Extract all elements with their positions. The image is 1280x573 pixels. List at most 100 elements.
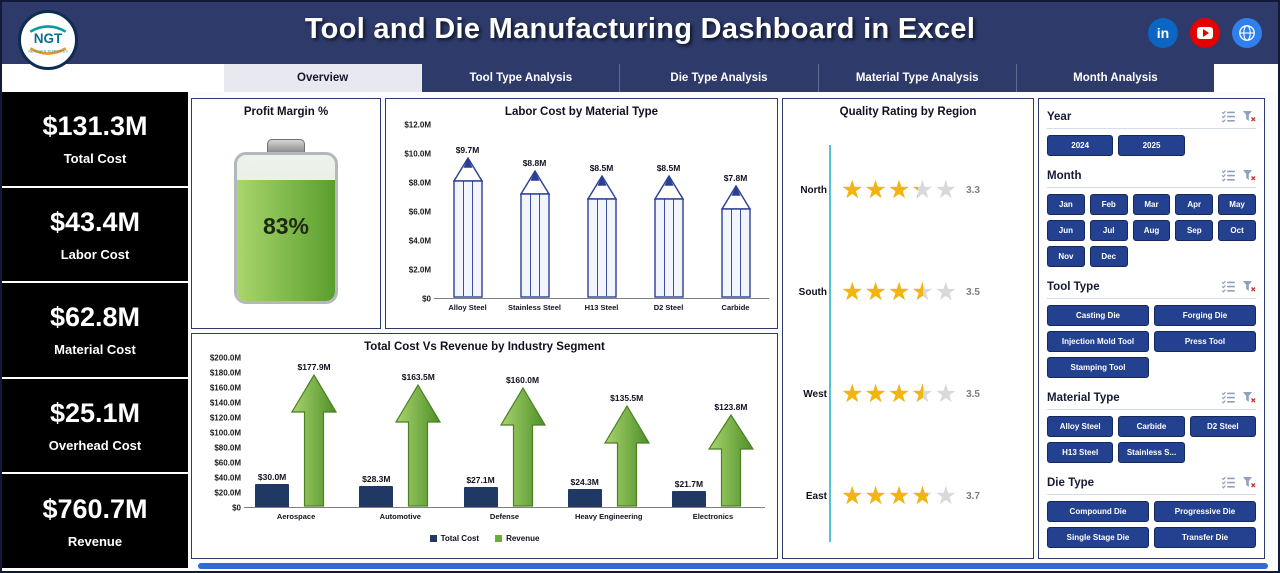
slicer-item-injection-mold-tool[interactable]: Injection Mold Tool xyxy=(1047,331,1149,352)
axis-tick-label: $40.0M xyxy=(214,473,241,483)
slicer-item-2024[interactable]: 2024 xyxy=(1047,135,1114,156)
clear-filter-icon[interactable] xyxy=(1242,169,1256,182)
clear-filter-icon[interactable] xyxy=(1242,476,1256,489)
slicer-items-year: 2024 2025 xyxy=(1047,135,1256,156)
slicer-item-jan[interactable]: Jan xyxy=(1047,194,1085,215)
slicer-item-2025[interactable]: 2025 xyxy=(1118,135,1185,156)
bar-data-label: $8.5M xyxy=(656,163,681,173)
dashboard-canvas: Profit Margin % 83% Labor Cost by Materi… xyxy=(188,92,1278,568)
slicer-item-casting-die[interactable]: Casting Die xyxy=(1047,305,1149,326)
slicer-item-forging-die[interactable]: Forging Die xyxy=(1154,305,1256,326)
horizontal-scrollbar[interactable] xyxy=(198,563,1268,569)
tab-month-analysis[interactable]: Month Analysis xyxy=(1016,64,1215,92)
category-label: Electronics xyxy=(692,512,734,521)
profit-margin-card: Profit Margin % 83% xyxy=(191,98,381,329)
linkedin-label: in xyxy=(1156,25,1170,41)
multiselect-icon[interactable] xyxy=(1221,391,1236,404)
category-label: Stainless Steel xyxy=(508,303,561,312)
total-cost-bar-stack: $30.0M xyxy=(255,472,290,507)
slicer-item-aug[interactable]: Aug xyxy=(1132,220,1171,241)
slicer-header-die-type: Die Type xyxy=(1047,471,1256,495)
axis-tick-label: $160.0M xyxy=(209,383,241,393)
header: NGT NEXT GEN TEMPLATES Tool and Die Manu… xyxy=(2,2,1278,70)
slicer-item-stamping-tool[interactable]: Stamping Tool xyxy=(1047,357,1149,378)
multiselect-icon[interactable] xyxy=(1221,110,1236,123)
labor-bar-column-h13-steel: $8.5M xyxy=(568,163,635,298)
slicer-item-sep[interactable]: Sep xyxy=(1175,220,1214,241)
slicer-item-h13-steel[interactable]: H13 Steel xyxy=(1047,442,1114,463)
bar-data-label: $27.1M xyxy=(466,475,495,485)
multiselect-icon[interactable] xyxy=(1221,169,1236,182)
slicer-item-jul[interactable]: Jul xyxy=(1089,220,1128,241)
slicer-item-transfer-die[interactable]: Transfer Die xyxy=(1154,527,1256,548)
axis-tick-label: $4.0M xyxy=(408,236,431,246)
quality-rating-card: Quality Rating by Region North ★★★★★★★★★★… xyxy=(782,98,1034,559)
clear-filter-icon[interactable] xyxy=(1242,280,1256,293)
region-label: North xyxy=(800,184,827,196)
slicer-item-compound-die[interactable]: Compound Die xyxy=(1047,501,1149,522)
revenue-arrow xyxy=(603,405,650,507)
kpi-value: $131.3M xyxy=(42,111,148,142)
segment-group-automotive: $28.3M $163.5M xyxy=(348,372,452,507)
slicer-item-alloy-steel[interactable]: Alloy Steel xyxy=(1047,416,1114,437)
slicer-item-oct[interactable]: Oct xyxy=(1218,220,1256,241)
segment-group-electronics: $21.7M $123.8M xyxy=(661,402,765,507)
quality-row-west: West ★★★★★★★★★★ 3.5 xyxy=(791,344,1029,446)
total-cost-bar-stack: $21.7M xyxy=(671,479,706,507)
slicer-item-apr[interactable]: Apr xyxy=(1175,194,1214,215)
costrev-legend: Total Cost Revenue xyxy=(192,534,777,543)
tab-die-type-analysis[interactable]: Die Type Analysis xyxy=(620,64,819,92)
slicer-item-stainless-s[interactable]: Stainless S... xyxy=(1118,442,1185,463)
slicer-header-icons xyxy=(1221,476,1256,489)
slicer-item-feb[interactable]: Feb xyxy=(1089,194,1128,215)
slicer-header-month: Month xyxy=(1047,164,1256,188)
pencil-bar xyxy=(452,157,483,298)
youtube-icon[interactable] xyxy=(1190,18,1220,48)
slicer-header-icons xyxy=(1221,110,1256,123)
category-label: D2 Steel xyxy=(653,303,684,312)
slicer-item-press-tool[interactable]: Press Tool xyxy=(1154,331,1256,352)
costrev-plot: $30.0M $177.9M $28.3M $163.5M $27.1M $160.0M $… xyxy=(244,358,765,508)
kpi-label: Total Cost xyxy=(63,151,127,167)
clear-filter-icon[interactable] xyxy=(1242,110,1256,123)
bar-data-label: $177.9M xyxy=(297,362,331,372)
social-links: in xyxy=(1148,18,1262,48)
slicer-item-single-stage-die[interactable]: Single Stage Die xyxy=(1047,527,1149,548)
tab-material-type-analysis[interactable]: Material Type Analysis xyxy=(818,64,1017,92)
slicer-item-progressive-die[interactable]: Progressive Die xyxy=(1154,501,1256,522)
slicer-item-mar[interactable]: Mar xyxy=(1132,194,1171,215)
axis-tick-label: $8.0M xyxy=(408,178,431,188)
revenue-arrow xyxy=(707,414,754,507)
clear-filter-icon[interactable] xyxy=(1242,391,1256,404)
axis-tick-label: $100.0M xyxy=(209,428,241,438)
axis-tick-label: $2.0M xyxy=(408,265,431,275)
linkedin-icon[interactable]: in xyxy=(1148,18,1178,48)
labor-y-axis: $12.0M $10.0M $8.0M $6.0M $4.0M $2.0M $0 xyxy=(392,121,434,304)
axis-tick-label: $120.0M xyxy=(209,413,241,423)
slicer-item-jun[interactable]: Jun xyxy=(1047,220,1085,241)
slicer-item-d2-steel[interactable]: D2 Steel xyxy=(1189,416,1256,437)
bar-data-label: $24.3M xyxy=(570,477,599,487)
slicer-item-dec[interactable]: Dec xyxy=(1089,246,1128,267)
pencil-bar xyxy=(653,175,684,298)
multiselect-icon[interactable] xyxy=(1221,280,1236,293)
kpi-label: Revenue xyxy=(67,533,123,549)
legend-revenue: Revenue xyxy=(495,534,539,543)
tab-bar: Overview Tool Type Analysis Die Type Analy… xyxy=(224,64,1215,92)
tab-tool-type-analysis[interactable]: Tool Type Analysis xyxy=(422,64,621,92)
star-rating: ★★★★★★★★★★ xyxy=(841,380,959,409)
costrev-chart-area: $200.0M $180.0M $160.0M $140.0M $120.0M $100.… xyxy=(198,354,765,513)
kpi-value: $43.4M xyxy=(49,206,141,237)
slicer-item-may[interactable]: May xyxy=(1218,194,1256,215)
kpi-card-overhead-cost: $25.1M Overhead Cost xyxy=(2,379,188,475)
slicer-item-nov[interactable]: Nov xyxy=(1047,246,1085,267)
globe-icon[interactable] xyxy=(1232,18,1262,48)
slicer-title: Tool Type xyxy=(1047,280,1100,293)
multiselect-icon[interactable] xyxy=(1221,476,1236,489)
slicer-item-carbide[interactable]: Carbide xyxy=(1118,416,1185,437)
category-label: Heavy Engineering xyxy=(574,512,643,521)
tab-overview[interactable]: Overview xyxy=(224,64,423,92)
globe-art xyxy=(1239,25,1255,41)
slicer-year: Year 2024 2025 xyxy=(1047,105,1256,156)
